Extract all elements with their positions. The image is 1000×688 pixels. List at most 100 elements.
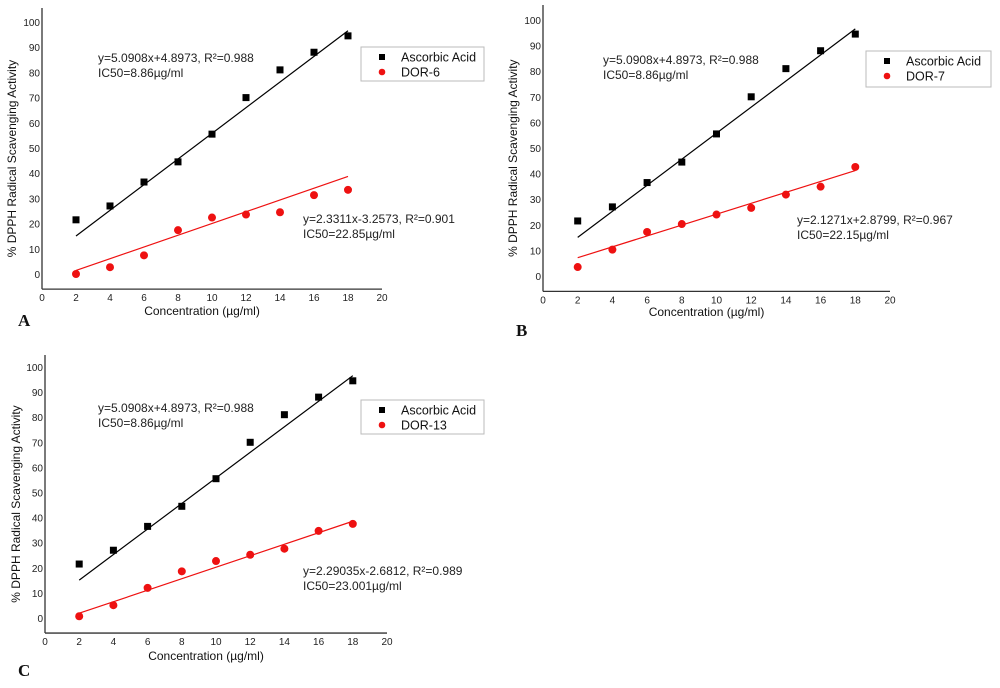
data-point-square	[349, 377, 357, 385]
equation-annotation: y=5.0908x+4.8973, R²=0.988	[603, 53, 759, 67]
data-point-square	[851, 30, 859, 38]
y-tick-label: 80	[29, 68, 41, 79]
x-tick-label: 10	[210, 637, 222, 648]
data-point-square	[242, 94, 250, 102]
equation-annotation: y=5.0908x+4.8973, R²=0.988	[98, 51, 254, 65]
y-tick-label: 100	[26, 363, 43, 374]
data-point-circle	[781, 190, 790, 199]
chart-panel-c: 0 2 4 6 8 10 12 14 16 18 20 0 10 20 30 40 50 60 70 80 90 100 C…	[9, 355, 485, 680]
x-tick-label: 4	[610, 295, 616, 306]
equation-annotation: y=2.3311x-3.2573, R²=0.901	[303, 212, 455, 226]
data-point-square	[212, 475, 220, 483]
data-point-circle	[75, 612, 84, 621]
x-tick-label: 14	[780, 295, 792, 306]
y-tick-label: 30	[530, 195, 542, 206]
data-point-square	[747, 93, 755, 101]
x-tick-label: 4	[111, 637, 117, 648]
x-tick-label: 8	[679, 295, 685, 306]
x-tick-label: 6	[145, 637, 151, 648]
x-tick-label: 8	[175, 293, 181, 304]
ic50-annotation: IC50=8.86µg/ml	[98, 66, 183, 80]
y-tick-label: 0	[535, 272, 541, 283]
equation-annotation: y=5.0908x+4.8973, R²=0.988	[98, 401, 254, 415]
data-point-square	[140, 178, 148, 186]
data-point-square	[246, 438, 254, 446]
x-tick-label: 12	[245, 637, 257, 648]
trendline-dor-6	[75, 175, 349, 272]
data-point-circle	[712, 210, 721, 219]
x-axis-label: Concentration (µg/ml)	[144, 304, 260, 318]
data-point-square	[144, 522, 152, 530]
data-point-square	[713, 130, 720, 138]
data-point-square	[106, 202, 114, 210]
data-point-circle	[348, 519, 357, 528]
data-point-square	[643, 179, 651, 187]
legend-box	[865, 50, 992, 88]
x-tick-label: 14	[279, 637, 291, 648]
x-tick-label: 2	[76, 637, 82, 648]
data-point-circle	[851, 162, 860, 171]
y-tick-label: 90	[32, 388, 44, 399]
x-tick-label: 14	[274, 293, 286, 304]
legend-box	[360, 46, 485, 82]
y-axis-label: % DPPH Radical Scavenging Activity	[9, 405, 23, 602]
data-point-circle	[573, 263, 582, 272]
data-point-square	[817, 47, 825, 55]
data-point-circle	[314, 526, 323, 535]
data-point-circle	[816, 182, 825, 191]
x-tick-label: 10	[206, 293, 218, 304]
y-axis-label: % DPPH Radical Scavenging Activity	[506, 59, 520, 256]
data-point-circle	[246, 550, 255, 559]
trendline-dor-13	[79, 520, 353, 614]
x-tick-label: 0	[540, 295, 546, 306]
ic50-annotation: IC50=22.15µg/ml	[797, 228, 889, 242]
data-point-circle	[344, 185, 352, 194]
y-tick-label: 40	[29, 169, 41, 180]
data-point-circle	[242, 210, 250, 219]
data-point-circle	[208, 213, 216, 222]
legend-entry-label: DOR-13	[401, 419, 447, 433]
y-tick-label: 0	[37, 614, 43, 625]
legend-circle-marker-icon	[378, 421, 386, 429]
data-point-circle	[280, 544, 289, 553]
y-tick-label: 60	[32, 463, 44, 474]
legend-entry-label: Ascorbic Acid	[906, 55, 981, 69]
x-tick-label: 18	[850, 295, 862, 306]
panel-label: A	[18, 311, 31, 330]
data-point-circle	[276, 208, 284, 217]
legend-square-marker-icon	[379, 54, 385, 60]
y-tick-label: 10	[29, 245, 41, 256]
x-tick-label: 16	[308, 293, 320, 304]
data-point-circle	[109, 601, 118, 610]
data-point-square	[310, 48, 318, 56]
y-tick-label: 20	[530, 221, 542, 232]
y-tick-label: 70	[29, 94, 41, 105]
data-point-circle	[174, 226, 182, 235]
data-point-circle	[677, 220, 686, 229]
data-point-square	[208, 130, 216, 138]
y-tick-label: 40	[32, 514, 44, 525]
legend-circle-marker-icon	[378, 68, 386, 76]
data-point-square	[109, 546, 117, 554]
y-tick-label: 60	[29, 119, 41, 130]
data-point-square	[72, 216, 80, 224]
data-point-square	[678, 158, 686, 166]
x-tick-label: 0	[39, 293, 45, 304]
data-point-circle	[310, 191, 318, 200]
data-point-square	[344, 32, 352, 40]
y-tick-label: 30	[32, 539, 44, 550]
data-point-circle	[747, 203, 756, 212]
data-point-square	[315, 393, 323, 401]
y-tick-label: 50	[29, 144, 41, 155]
legend-entry-label: DOR-6	[401, 66, 440, 80]
x-tick-label: 4	[107, 293, 113, 304]
x-tick-label: 6	[644, 295, 650, 306]
legend-entry-label: Ascorbic Acid	[401, 51, 476, 65]
y-tick-label: 50	[530, 144, 542, 155]
y-tick-label: 10	[32, 589, 44, 600]
y-tick-label: 20	[32, 564, 44, 575]
data-point-circle	[212, 557, 220, 566]
